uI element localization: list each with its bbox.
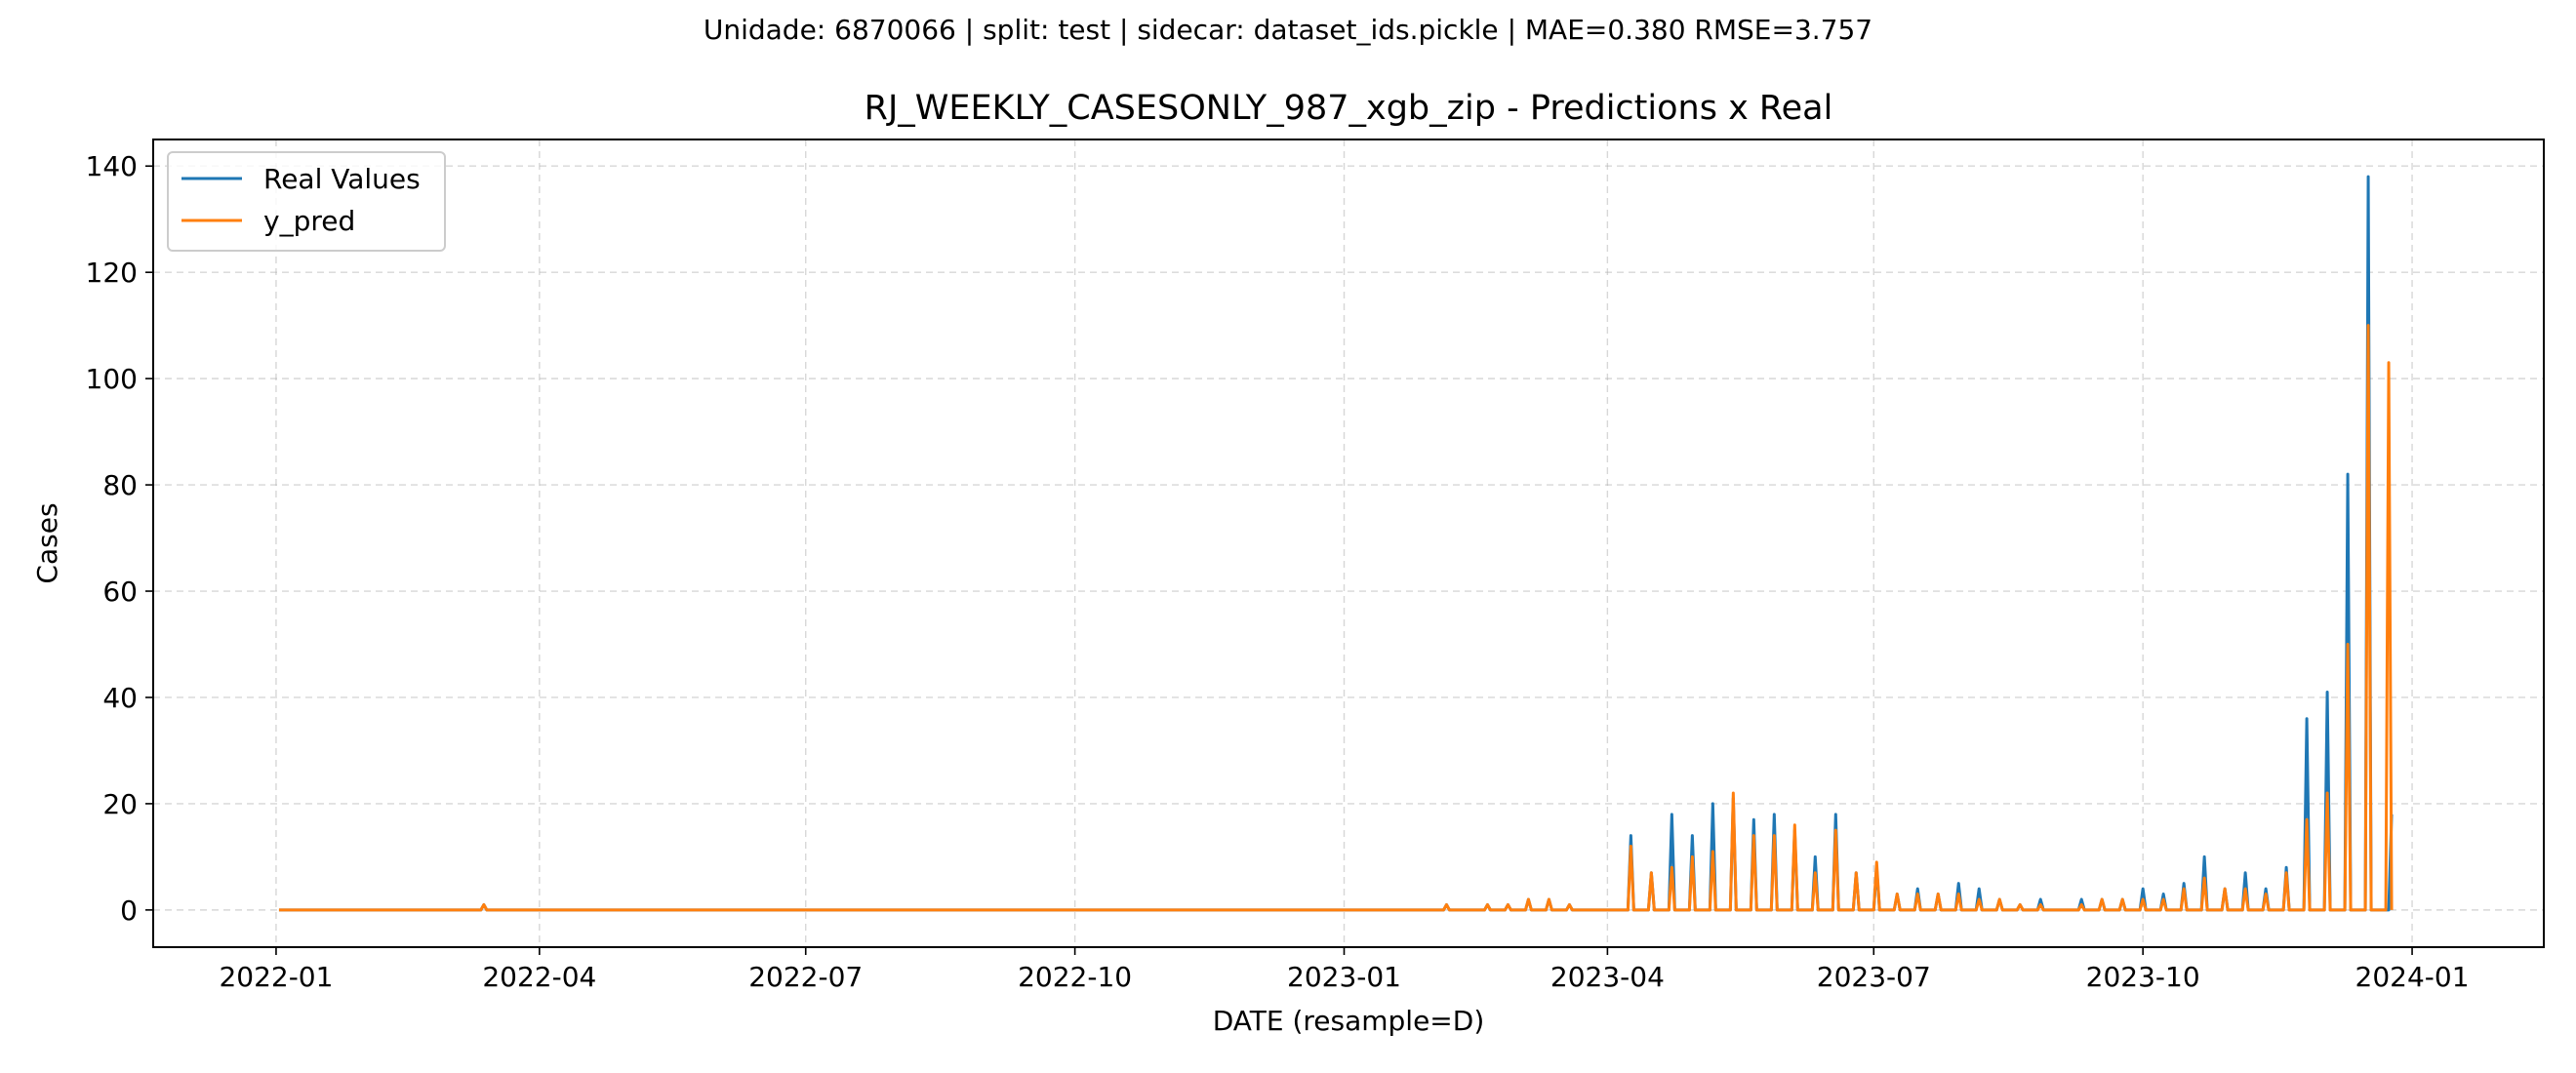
figure-suptitle: Unidade: 6870066 | split: test | sidecar… — [703, 14, 1873, 46]
x-axis-label: DATE (resample=D) — [1213, 1005, 1485, 1037]
x-tick-label: 2022-07 — [748, 961, 863, 993]
y-tick-label: 60 — [102, 576, 138, 608]
y-tick-label: 80 — [102, 469, 138, 501]
legend-box — [167, 151, 446, 252]
x-tick-label: 2022-01 — [219, 961, 333, 993]
x-tick-label: 2022-10 — [1018, 961, 1132, 993]
y-tick-label: 120 — [86, 257, 138, 289]
x-tick-label: 2023-01 — [1287, 961, 1401, 993]
y-axis: 0 20 40 60 80 100 120 140 — [86, 150, 153, 927]
y-axis-label: Cases — [31, 502, 63, 583]
x-tick-label: 2023-10 — [2086, 961, 2200, 993]
series-line-y-pred — [278, 324, 2394, 912]
legend: Real Values y_pred — [167, 151, 446, 252]
y-tick-label: 140 — [86, 150, 138, 182]
y-tick-label: 0 — [120, 894, 138, 927]
chart-title: RJ_WEEKLY_CASESONLY_987_xgb_zip - Predic… — [865, 89, 1833, 128]
grid-lines — [153, 139, 2544, 947]
x-tick-label: 2024-01 — [2355, 961, 2470, 993]
x-tick-label: 2023-07 — [1817, 961, 1931, 993]
series-lines — [278, 175, 2394, 912]
plot-frame — [152, 139, 2545, 948]
x-axis: 2022-01 2022-04 2022-07 2022-10 2023-01 2023-… — [219, 947, 2470, 993]
x-tick-label: 2022-04 — [482, 961, 596, 993]
y-tick-label: 40 — [102, 682, 138, 714]
legend-label-real-values: Real Values — [263, 163, 421, 195]
legend-label-y-pred: y_pred — [263, 205, 355, 237]
x-tick-label: 2023-04 — [1550, 961, 1665, 993]
series-line-real-values — [278, 175, 2394, 912]
y-tick-label: 100 — [86, 363, 138, 395]
y-tick-label: 20 — [102, 788, 138, 820]
